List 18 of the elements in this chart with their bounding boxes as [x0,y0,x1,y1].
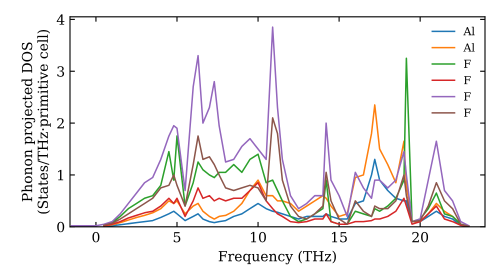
x-tick-label: 10 [250,232,266,242]
x-tick-label: 20 [412,232,428,242]
x-axis-title: Frequency (THz) [218,250,336,264]
legend-label: Al [463,43,475,52]
y-tick-label: 2 [57,118,64,128]
y-axis-title: Phonon projected DOS (States/THz·primitive cell) [22,30,51,214]
y-tick-label: 3 [57,66,64,77]
legend-label: Al [463,26,475,36]
y-tick-label: 0 [57,222,64,232]
x-tick-label: 15 [332,232,347,242]
y-tick-label: 4 [56,14,64,25]
x-tick-label: 5 [174,232,180,242]
x-tick-label: 0 [92,232,100,242]
legend-label: F [464,76,471,84]
y-tick-label: 1 [58,170,64,180]
legend-label: F [464,108,471,117]
legend-label: F [464,92,471,100]
legend-label: F [464,60,471,68]
